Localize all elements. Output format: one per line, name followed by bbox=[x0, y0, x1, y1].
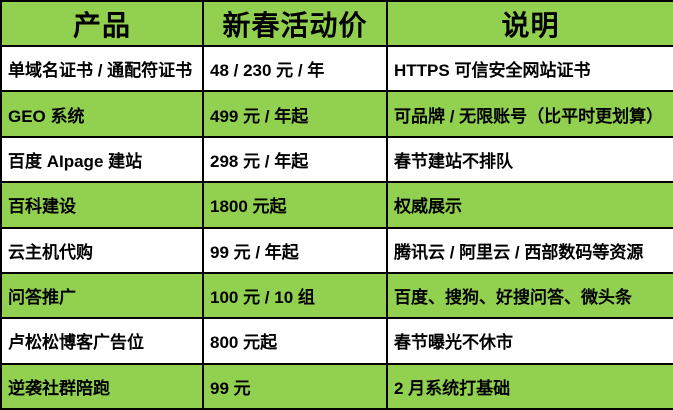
col-header-note: 说明 bbox=[386, 0, 673, 47]
cell-note: 春节曝光不休市 bbox=[386, 317, 673, 365]
cell-price: 48 / 230 元 / 年 bbox=[202, 44, 388, 93]
table-row: 单域名证书 / 通配符证书 48 / 230 元 / 年 HTTPS 可信安全网… bbox=[0, 44, 673, 93]
header-row: 产品 新春活动价 说明 bbox=[0, 0, 673, 47]
cell-product: 问答推广 bbox=[0, 271, 204, 320]
cell-product: 云主机代购 bbox=[0, 226, 204, 274]
col-header-price: 新春活动价 bbox=[202, 0, 388, 47]
cell-price: 99 元 / 年起 bbox=[202, 226, 388, 274]
cell-note: 权威展示 bbox=[386, 181, 673, 229]
cell-price: 100 元 / 10 组 bbox=[202, 271, 388, 320]
cell-product: 卢松松博客广告位 bbox=[0, 317, 204, 365]
cell-product: 逆袭社群陪跑 bbox=[0, 362, 204, 410]
cell-note: 百度、搜狗、好搜问答、微头条 bbox=[386, 271, 673, 320]
cell-price: 99 元 bbox=[202, 362, 388, 410]
table-row: GEO 系统 499 元 / 年起 可品牌 / 无限账号（比平时更划算） bbox=[0, 90, 673, 138]
cell-price: 499 元 / 年起 bbox=[202, 90, 388, 138]
table-row: 百科建设 1800 元起 权威展示 bbox=[0, 181, 673, 229]
cell-product: 单域名证书 / 通配符证书 bbox=[0, 44, 204, 93]
cell-note: 春节建站不排队 bbox=[386, 135, 673, 184]
cell-price: 800 元起 bbox=[202, 317, 388, 365]
cell-product: 百科建设 bbox=[0, 181, 204, 229]
table-row: 逆袭社群陪跑 99 元 2 月系统打基础 bbox=[0, 362, 673, 410]
table-row: 问答推广 100 元 / 10 组 百度、搜狗、好搜问答、微头条 bbox=[0, 271, 673, 320]
cell-note: 可品牌 / 无限账号（比平时更划算） bbox=[386, 90, 673, 138]
table-row: 百度 AIpage 建站 298 元 / 年起 春节建站不排队 bbox=[0, 135, 673, 184]
cell-price: 298 元 / 年起 bbox=[202, 135, 388, 184]
cell-note: 2 月系统打基础 bbox=[386, 362, 673, 410]
cell-product: 百度 AIpage 建站 bbox=[0, 135, 204, 184]
table-row: 卢松松博客广告位 800 元起 春节曝光不休市 bbox=[0, 317, 673, 365]
cell-note: 腾讯云 / 阿里云 / 西部数码等资源 bbox=[386, 226, 673, 274]
col-header-product: 产品 bbox=[0, 0, 204, 47]
table-row: 云主机代购 99 元 / 年起 腾讯云 / 阿里云 / 西部数码等资源 bbox=[0, 226, 673, 274]
cell-price: 1800 元起 bbox=[202, 181, 388, 229]
cell-product: GEO 系统 bbox=[0, 90, 204, 138]
cell-note: HTTPS 可信安全网站证书 bbox=[386, 44, 673, 93]
